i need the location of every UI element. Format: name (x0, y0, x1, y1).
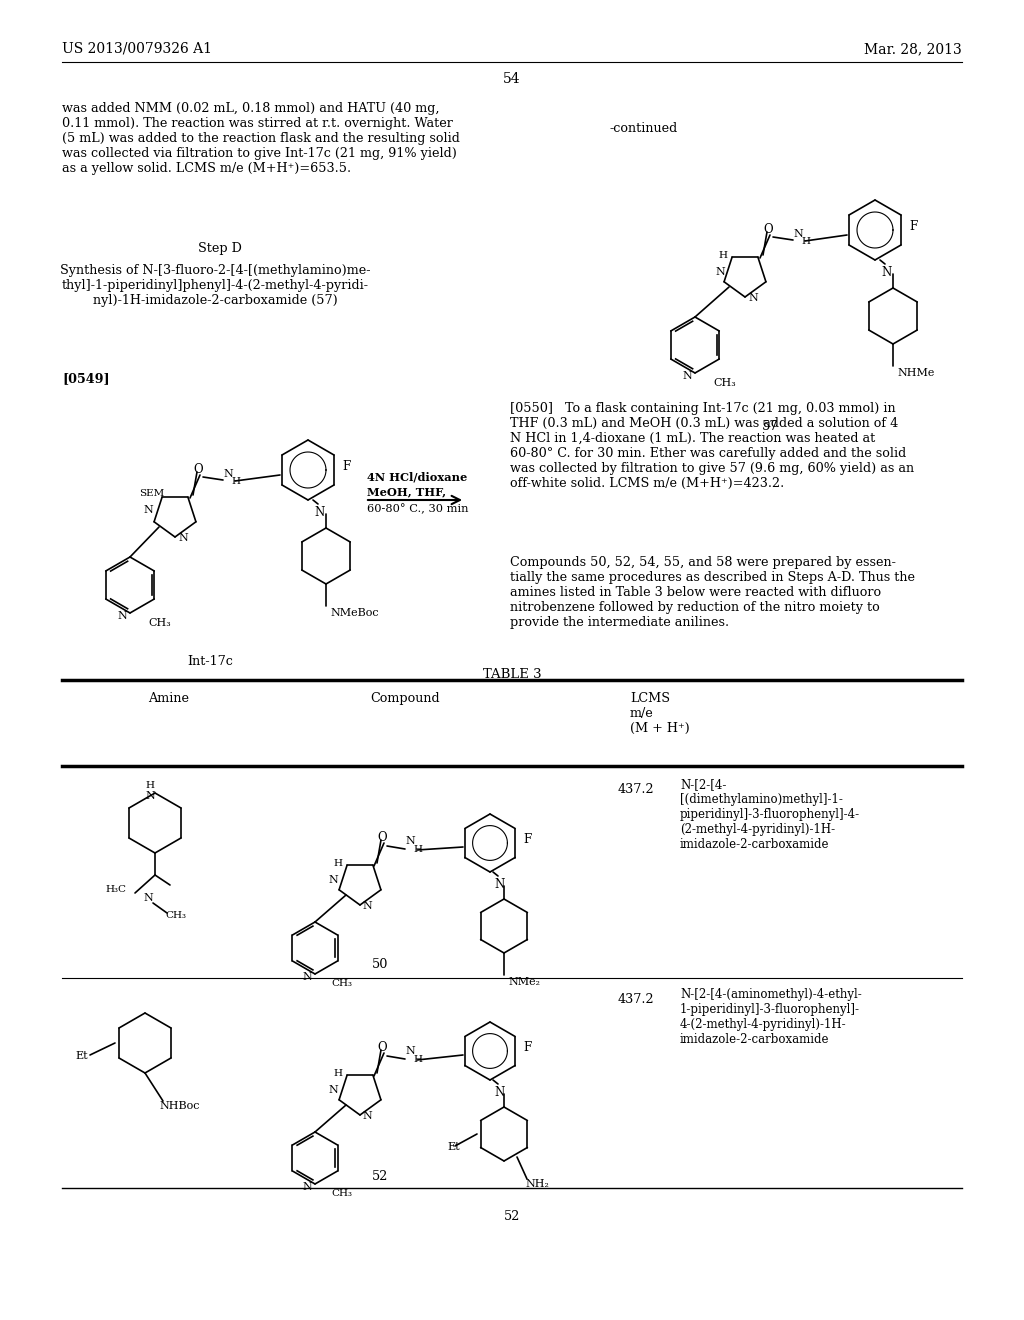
Text: NMe₂: NMe₂ (508, 977, 540, 987)
Text: H: H (413, 1055, 422, 1064)
Text: N: N (302, 1181, 312, 1192)
Text: H: H (145, 781, 155, 789)
Text: O: O (194, 463, 203, 477)
Text: CH₃: CH₃ (165, 911, 186, 920)
Text: 60-80° C., 30 min: 60-80° C., 30 min (367, 504, 469, 515)
Text: F: F (523, 833, 531, 846)
Text: N: N (881, 267, 891, 279)
Text: Step D: Step D (198, 242, 242, 255)
Text: 50: 50 (372, 958, 388, 972)
Text: 437.2: 437.2 (618, 993, 654, 1006)
Text: [0550]   To a flask containing Int-17c (21 mg, 0.03 mmol) in
THF (0.3 mL) and Me: [0550] To a flask containing Int-17c (21… (510, 403, 914, 490)
Text: NMeBoc: NMeBoc (330, 609, 379, 618)
Text: N: N (715, 267, 725, 277)
Text: N: N (748, 293, 758, 304)
Text: Et: Et (447, 1142, 460, 1152)
Text: Mar. 28, 2013: Mar. 28, 2013 (864, 42, 962, 55)
Text: O: O (377, 1041, 387, 1053)
Text: O: O (377, 832, 387, 843)
Text: N: N (178, 533, 187, 543)
Text: MeOH, THF,: MeOH, THF, (367, 486, 446, 498)
Text: N: N (406, 1045, 415, 1056)
Text: N: N (302, 972, 312, 982)
Text: -continued: -continued (610, 121, 678, 135)
Text: N: N (362, 902, 372, 911)
Text: N: N (682, 371, 692, 381)
Text: 54: 54 (503, 73, 521, 86)
Text: 437.2: 437.2 (618, 783, 654, 796)
Text: H: H (333, 859, 342, 869)
Text: LCMS
m/e
(M + H⁺): LCMS m/e (M + H⁺) (630, 692, 690, 735)
Text: Amine: Amine (148, 692, 189, 705)
Text: N-[2-[4-(aminomethyl)-4-ethyl-
1-piperidinyl]-3-fluorophenyl]-
4-(2-methyl-4-pyr: N-[2-[4-(aminomethyl)-4-ethyl- 1-piperid… (680, 987, 862, 1045)
Text: F: F (523, 1041, 531, 1053)
Text: H: H (333, 1069, 342, 1078)
Text: H: H (413, 845, 422, 854)
Text: N: N (406, 836, 415, 846)
Text: SEM: SEM (139, 488, 164, 498)
Text: 57: 57 (762, 420, 778, 433)
Text: N: N (117, 611, 127, 620)
Text: N: N (328, 1085, 338, 1096)
Text: N: N (143, 894, 153, 903)
Text: 52: 52 (504, 1210, 520, 1224)
Text: H: H (718, 251, 727, 260)
Text: Int-17c: Int-17c (187, 655, 232, 668)
Text: NHBoc: NHBoc (159, 1101, 200, 1111)
Text: NH₂: NH₂ (525, 1179, 549, 1189)
Text: CH₃: CH₃ (331, 979, 352, 987)
Text: N-[2-[4-
[(dimethylamino)methyl]-1-
piperidinyl]-3-fluorophenyl]-4-
(2-methyl-4-: N-[2-[4- [(dimethylamino)methyl]-1- pipe… (680, 777, 860, 851)
Text: 4N HCl/dioxane: 4N HCl/dioxane (367, 473, 467, 483)
Text: H: H (801, 238, 810, 246)
Text: Compounds 50, 52, 54, 55, and 58 were prepared by essen-
tially the same procedu: Compounds 50, 52, 54, 55, and 58 were pr… (510, 556, 915, 630)
Text: CH₃: CH₃ (148, 618, 171, 628)
Text: CH₃: CH₃ (331, 1189, 352, 1199)
Text: US 2013/0079326 A1: US 2013/0079326 A1 (62, 42, 212, 55)
Text: O: O (763, 223, 773, 236)
Text: N: N (793, 228, 803, 239)
Text: F: F (909, 220, 918, 234)
Text: Compound: Compound (370, 692, 439, 705)
Text: CH₃: CH₃ (713, 378, 736, 388)
Text: N: N (143, 506, 153, 515)
Text: N: N (145, 791, 155, 801)
Text: N: N (314, 506, 325, 519)
Text: H₃C: H₃C (105, 884, 126, 894)
Text: N: N (223, 469, 232, 479)
Text: 52: 52 (372, 1170, 388, 1183)
Text: F: F (342, 459, 350, 473)
Text: was added NMM (0.02 mL, 0.18 mmol) and HATU (40 mg,
0.11 mmol). The reaction was: was added NMM (0.02 mL, 0.18 mmol) and H… (62, 102, 460, 176)
Text: TABLE 3: TABLE 3 (482, 668, 542, 681)
Text: Et: Et (75, 1051, 88, 1061)
Text: Synthesis of N-[3-fluoro-2-[4-[(methylamino)me-
thyl]-1-piperidinyl]phenyl]-4-(2: Synthesis of N-[3-fluoro-2-[4-[(methylam… (59, 264, 371, 308)
Text: [0549]: [0549] (62, 372, 110, 385)
Text: N: N (362, 1111, 372, 1121)
Text: N: N (494, 1086, 504, 1100)
Text: N: N (494, 878, 504, 891)
Text: NHMe: NHMe (897, 368, 934, 378)
Text: N: N (328, 875, 338, 884)
Text: H: H (231, 477, 240, 486)
